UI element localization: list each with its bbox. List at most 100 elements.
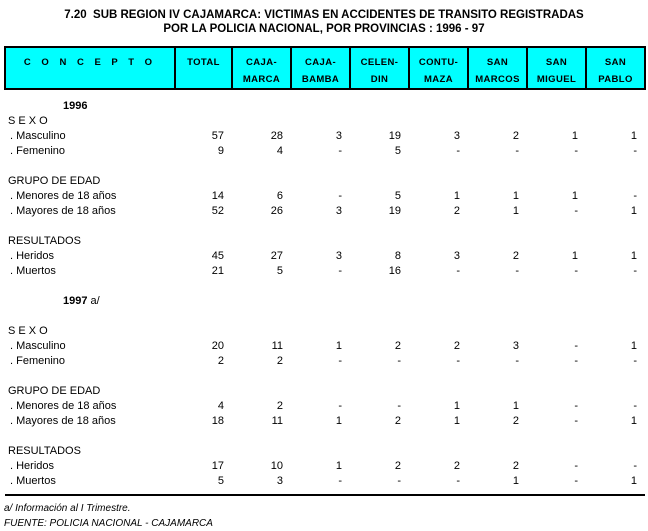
col-header-label: CAJA-: [245, 57, 278, 68]
cell-value: [527, 279, 586, 294]
row-label: . Mayores de 18 años: [10, 205, 116, 217]
table-row: [5, 429, 645, 444]
row-label: GRUPO DE EDAD: [8, 385, 101, 397]
row-label: S E X O: [8, 325, 48, 337]
row-label: . Muertos: [10, 265, 56, 277]
cell-value: 1: [468, 474, 527, 496]
header-row: C O N C E P T O TOTAL CAJA- MARCA CAJA- …: [4, 46, 646, 90]
cell-value: 9: [217, 145, 224, 157]
cell-value: -: [574, 415, 578, 427]
cell-value: 28: [270, 130, 283, 142]
cell-value: [527, 294, 586, 309]
col-header-label: SAN: [486, 57, 509, 68]
cell-value: -: [633, 400, 637, 412]
table-row: . Masculino 20 11 1 2 2 3-1: [5, 339, 645, 354]
cell-value: 19: [388, 130, 401, 142]
col-header-contumaza: CONTU- MAZA: [408, 46, 469, 90]
table-row: S E X O: [5, 324, 645, 339]
cell-value: -: [574, 355, 578, 367]
col-header-san-pablo: SAN PABLO: [585, 46, 646, 90]
cell-value: 14: [211, 190, 224, 202]
cell-value: 1: [586, 474, 645, 496]
cell-value: -: [338, 355, 342, 367]
cell-value: -: [574, 205, 578, 217]
row-label: [5, 219, 175, 234]
cell-value: -: [456, 355, 460, 367]
cell-value: [409, 159, 468, 174]
cell-value: 2: [453, 205, 460, 217]
table-row: [5, 219, 645, 234]
cell-value: -: [633, 460, 637, 472]
statistics-table: C O N C E P T O TOTAL CAJA- MARCA CAJA- …: [4, 46, 646, 496]
row-label: . Heridos: [10, 460, 55, 472]
row-label: 1996: [63, 100, 88, 112]
cell-value: [409, 279, 468, 294]
row-label: 1997 a/: [63, 295, 100, 307]
cell-value: [291, 324, 350, 339]
cell-value: 19: [388, 205, 401, 217]
cell-value: 57: [211, 130, 224, 142]
footnote-source: FUENTE: POLICIA NACIONAL - CAJAMARCA: [4, 518, 213, 529]
cell-value: 11: [271, 340, 283, 352]
cell-value: [468, 294, 527, 309]
col-header-label: MAZA: [423, 74, 454, 85]
footnotes: a/ Información al I Trimestre. FUENTE: P…: [4, 501, 644, 531]
cell-value: 1: [335, 340, 342, 352]
cell-value: [586, 384, 645, 399]
row-label: RESULTADOS: [8, 445, 81, 457]
cell-value: [350, 294, 409, 309]
cell-value: [350, 309, 409, 324]
col-header-label: MARCA: [242, 74, 281, 85]
cell-value: [175, 384, 232, 399]
page-title-line1: 7.20 SUB REGION IV CAJAMARCA: VICTIMAS E…: [64, 9, 584, 21]
cell-value: [232, 174, 291, 189]
cell-value: -: [397, 400, 401, 412]
cell-value: 1: [453, 190, 460, 202]
col-header-label: CELEN-: [360, 57, 399, 68]
footnote-trimester: a/ Información al I Trimestre.: [4, 503, 131, 514]
row-label: RESULTADOS: [8, 235, 81, 247]
row-label: GRUPO DE EDAD: [8, 175, 101, 187]
table-row: GRUPO DE EDAD: [5, 174, 645, 189]
cell-value: 18: [211, 415, 224, 427]
cell-value: [586, 279, 645, 294]
cell-value: [175, 234, 232, 249]
cell-value: [586, 114, 645, 129]
table-row: RESULTADOS: [5, 234, 645, 249]
table-row: [5, 369, 645, 384]
cell-value: [350, 174, 409, 189]
col-header-label: MARCOS: [475, 74, 520, 85]
col-header-san-marcos: SAN MARCOS: [467, 46, 528, 90]
cell-value: 2: [394, 415, 401, 427]
cell-value: [175, 114, 232, 129]
cell-value: [468, 219, 527, 234]
cell-value: [291, 279, 350, 294]
cell-value: [586, 234, 645, 249]
cell-value: [175, 294, 232, 309]
cell-value: [586, 369, 645, 384]
cell-value: [468, 114, 527, 129]
cell-value: -: [574, 145, 578, 157]
cell-value: [350, 279, 409, 294]
cell-value: [291, 444, 350, 459]
table-row: . Masculino 57 28 3 19 3 2 1 1: [5, 129, 645, 144]
cell-value: 16: [388, 265, 401, 277]
cell-value: 2: [453, 460, 460, 472]
cell-value: -: [574, 400, 578, 412]
cell-value: [232, 309, 291, 324]
cell-value: [232, 384, 291, 399]
col-header-celendin: CELEN- DIN: [349, 46, 410, 90]
cell-value: -: [633, 265, 637, 277]
cell-value: -: [338, 145, 342, 157]
cell-value: [527, 309, 586, 324]
cell-value: [468, 369, 527, 384]
cell-value: [350, 429, 409, 444]
cell-value: 2: [512, 460, 519, 472]
cell-value: -: [338, 265, 342, 277]
cell-value: [232, 234, 291, 249]
cell-value: [175, 429, 232, 444]
cell-value: [409, 219, 468, 234]
cell-value: -: [527, 474, 586, 496]
cell-value: 4: [276, 145, 283, 157]
cell-value: 5: [175, 474, 232, 496]
